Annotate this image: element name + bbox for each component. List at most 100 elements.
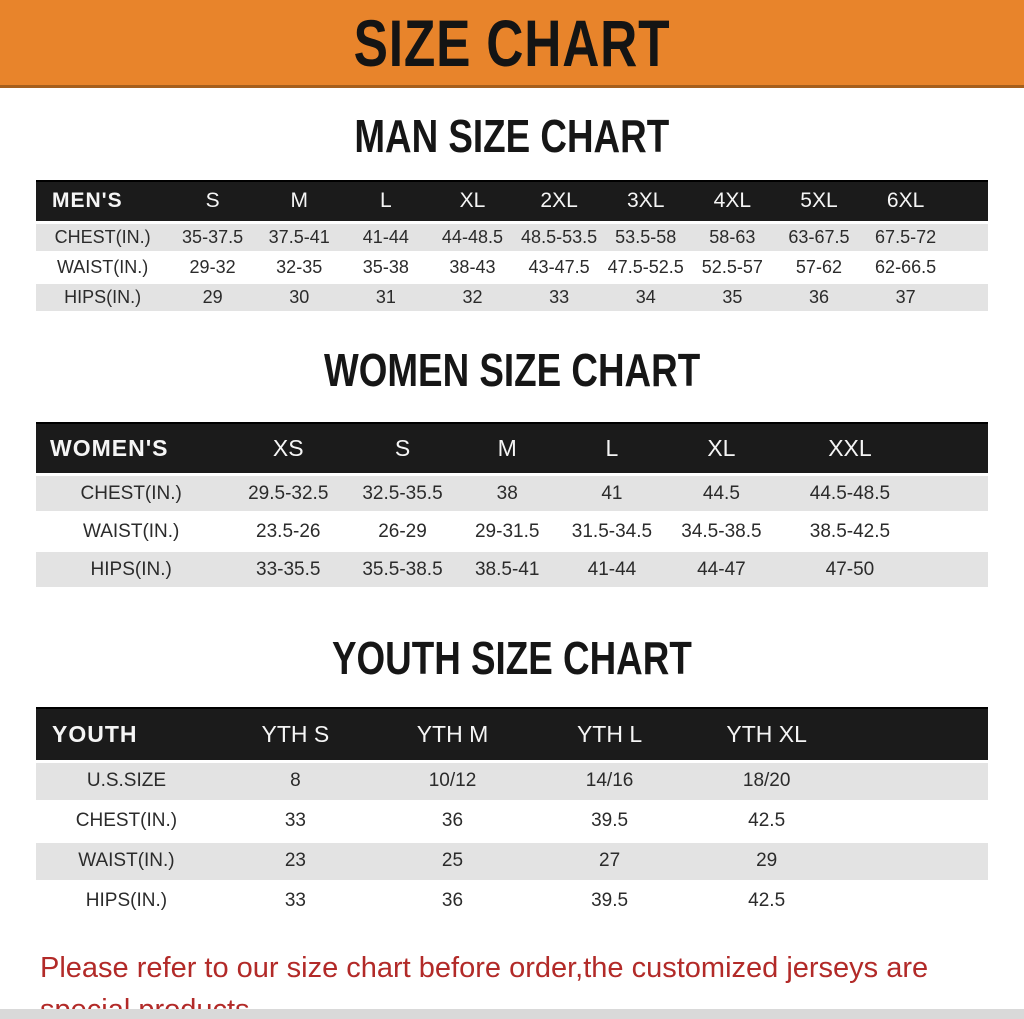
- cell: 38: [454, 474, 560, 514]
- cell: 37.5-41: [255, 222, 343, 254]
- cell-spacer: [921, 550, 988, 590]
- cell: 29: [169, 282, 256, 314]
- youth-heading-text: YOUTH SIZE CHART: [332, 632, 692, 684]
- banner: SIZE CHART: [0, 0, 1024, 88]
- cell: 38.5-42.5: [778, 512, 922, 552]
- cell-spacer: [948, 222, 988, 254]
- disclaimer-line-1: Please refer to our size chart before or…: [40, 951, 929, 1019]
- cell-spacer: [845, 801, 988, 843]
- cell: 33-35.5: [226, 550, 351, 590]
- cell: 58-63: [689, 222, 776, 254]
- cell: 44-48.5: [429, 222, 516, 254]
- cell: 36: [373, 881, 532, 923]
- row-label: HIPS(IN.): [36, 282, 170, 314]
- page-title: SIZE CHART: [353, 5, 671, 80]
- men-size-col: 4XL: [689, 180, 776, 224]
- women-table-label: WOMEN'S: [36, 421, 227, 476]
- row-label: U.S.SIZE: [36, 761, 217, 803]
- cell: 29-32: [169, 252, 256, 284]
- row-label: WAIST(IN.): [36, 841, 217, 883]
- youth-size-col: YTH S: [216, 707, 374, 763]
- cell: 37: [862, 282, 949, 314]
- row-label: CHEST(IN.): [36, 801, 217, 843]
- cell: 32: [429, 282, 516, 314]
- cell: 30: [255, 282, 343, 314]
- cell-spacer: [921, 512, 988, 552]
- women-size-col: XL: [664, 421, 779, 476]
- men-size-col: 3XL: [602, 180, 690, 224]
- women-heading-text: WOMEN SIZE CHART: [323, 343, 701, 396]
- men-size-col: 6XL: [862, 180, 949, 224]
- men-size-col: M: [255, 180, 343, 224]
- cell: 48.5-53.5: [515, 222, 603, 254]
- cell: 41-44: [559, 550, 665, 590]
- women-size-col: L: [559, 421, 665, 476]
- men-chest-row: CHEST(IN.) 35-37.5 37.5-41 41-44 44-48.5…: [36, 222, 988, 254]
- women-size-col: XS: [226, 421, 351, 476]
- men-size-col: L: [342, 180, 430, 224]
- women-size-col: M: [454, 421, 560, 476]
- cell: 39.5: [531, 801, 689, 843]
- cell: 47-50: [778, 550, 922, 590]
- row-label: CHEST(IN.): [36, 474, 227, 514]
- women-header-spacer: [921, 421, 988, 476]
- row-label: HIPS(IN.): [36, 881, 217, 923]
- cell: 32-35: [255, 252, 343, 284]
- cell: 35.5-38.5: [350, 550, 455, 590]
- cell: 29: [688, 841, 846, 883]
- row-label: CHEST(IN.): [36, 222, 170, 254]
- cell: 31.5-34.5: [559, 512, 665, 552]
- cell: 35-38: [342, 252, 430, 284]
- men-size-col: 5XL: [775, 180, 863, 224]
- youth-chest-row: CHEST(IN.) 33 36 39.5 42.5: [36, 801, 988, 843]
- cell: 41: [559, 474, 665, 514]
- youth-size-col: YTH XL: [688, 707, 846, 763]
- youth-hips-row: HIPS(IN.) 33 36 39.5 42.5: [36, 881, 988, 923]
- women-hips-row: HIPS(IN.) 33-35.5 35.5-38.5 38.5-41 41-4…: [36, 550, 988, 590]
- cell: 38-43: [429, 252, 516, 284]
- cell: 57-62: [775, 252, 863, 284]
- women-waist-row: WAIST(IN.) 23.5-26 26-29 29-31.5 31.5-34…: [36, 512, 988, 552]
- disclaimer-text: Please refer to our size chart before or…: [40, 947, 984, 1019]
- man-section-heading: MAN SIZE CHART: [0, 113, 1024, 159]
- cell-spacer: [845, 841, 988, 883]
- cell: 35: [689, 282, 776, 314]
- women-header-row: WOMEN'S XS S M L XL XXL: [36, 421, 988, 476]
- men-size-col: S: [169, 180, 256, 224]
- cell: 23: [216, 841, 374, 883]
- cell: 42.5: [688, 801, 846, 843]
- cell: 34.5-38.5: [664, 512, 779, 552]
- cell: 44.5: [664, 474, 779, 514]
- cell-spacer: [921, 474, 988, 514]
- youth-ussize-row: U.S.SIZE 8 10/12 14/16 18/20: [36, 761, 988, 803]
- cell: 29.5-32.5: [226, 474, 351, 514]
- row-label: HIPS(IN.): [36, 550, 227, 590]
- cell-spacer: [948, 252, 988, 284]
- cell: 29-31.5: [454, 512, 560, 552]
- men-size-col: 2XL: [515, 180, 603, 224]
- cell: 8: [216, 761, 374, 803]
- men-size-col: XL: [429, 180, 516, 224]
- youth-waist-row: WAIST(IN.) 23 25 27 29: [36, 841, 988, 883]
- women-section-heading: WOMEN SIZE CHART: [0, 347, 1024, 393]
- cell: 25: [373, 841, 532, 883]
- cell: 36: [775, 282, 863, 314]
- men-waist-row: WAIST(IN.) 29-32 32-35 35-38 38-43 43-47…: [36, 252, 988, 284]
- cell: 33: [216, 881, 374, 923]
- cell-spacer: [845, 761, 988, 803]
- cell: 43-47.5: [515, 252, 603, 284]
- cell: 39.5: [531, 881, 689, 923]
- women-size-col: XXL: [778, 421, 922, 476]
- men-size-table: MEN'S S M L XL 2XL 3XL 4XL 5XL 6XL CHEST…: [36, 180, 988, 314]
- cell: 53.5-58: [602, 222, 690, 254]
- cell: 32.5-35.5: [350, 474, 455, 514]
- youth-table-label: YOUTH: [36, 707, 217, 763]
- cell: 36: [373, 801, 532, 843]
- cell: 14/16: [531, 761, 689, 803]
- cell: 41-44: [342, 222, 430, 254]
- men-hips-row: HIPS(IN.) 29 30 31 32 33 34 35 36 37: [36, 282, 988, 314]
- cell: 38.5-41: [454, 550, 560, 590]
- men-header-spacer: [948, 180, 988, 224]
- cell: 63-67.5: [775, 222, 863, 254]
